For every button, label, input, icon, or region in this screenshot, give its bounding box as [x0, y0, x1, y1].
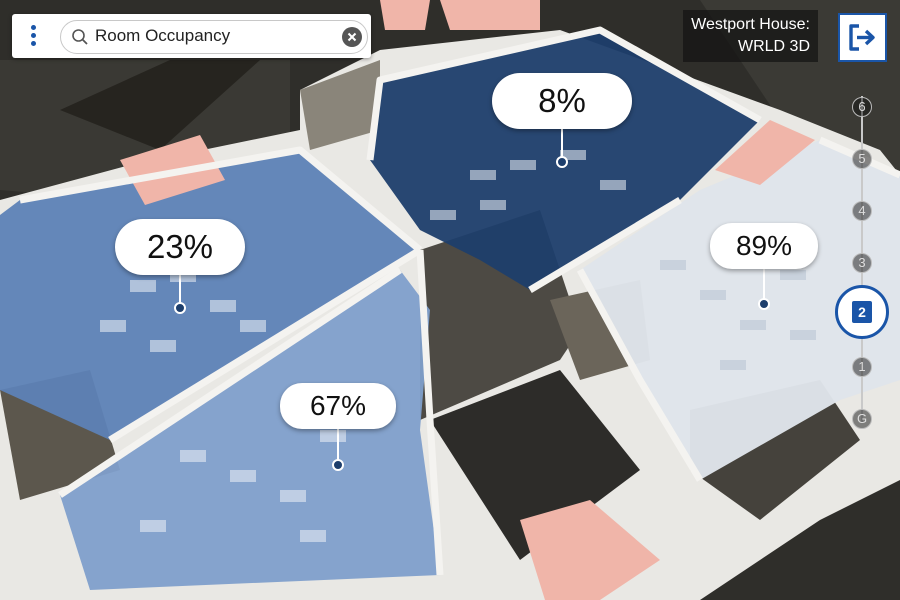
room-pin[interactable] — [758, 298, 770, 310]
exit-interior-icon — [849, 24, 875, 51]
search-input[interactable] — [95, 24, 325, 48]
menu-button[interactable] — [26, 22, 42, 50]
occupancy-value: 67% — [309, 390, 367, 421]
room-left-area[interactable] — [0, 150, 420, 440]
magnifier-icon — [72, 29, 88, 45]
room-furniture — [100, 150, 626, 542]
stairwell — [430, 370, 640, 560]
occupancy-callout-left[interactable]: 23% — [115, 219, 245, 275]
building-walls — [19, 26, 900, 576]
exit-interior-button[interactable] — [838, 13, 887, 62]
callout-stem — [763, 267, 765, 303]
floor-button-3[interactable]: 3 — [852, 253, 872, 273]
room-center-area[interactable] — [60, 270, 440, 590]
highlight-room-d — [380, 0, 430, 30]
floor-button-6[interactable]: 6 — [852, 97, 872, 117]
building-name: Westport House: — [691, 16, 810, 33]
occupancy-value: 89% — [735, 230, 793, 261]
neighbour-roof-dark — [60, 60, 260, 150]
occupancy-callout-center[interactable]: 67% — [280, 383, 396, 429]
floor-button-g[interactable]: G — [852, 409, 872, 429]
occupancy-value: 23% — [146, 228, 214, 265]
occupancy-callout-top[interactable]: 8% — [492, 73, 632, 129]
clear-search-button[interactable] — [342, 27, 362, 47]
highlight-room-b — [715, 120, 815, 185]
highlight-room-c — [520, 500, 660, 600]
room-pin[interactable] — [174, 302, 186, 314]
search-field[interactable] — [60, 20, 368, 54]
room-right-furniture — [660, 260, 816, 370]
room-pin[interactable] — [332, 459, 344, 471]
callout-stem — [561, 120, 563, 160]
selected-floor-label: 2 — [852, 301, 872, 323]
room-pin[interactable] — [556, 156, 568, 168]
room-right-area[interactable] — [580, 140, 900, 480]
clear-icon — [347, 32, 357, 42]
floor-button-5[interactable]: 5 — [852, 149, 872, 169]
highlight-room-e — [440, 0, 540, 30]
callout-stem — [179, 268, 181, 306]
floor-button-4[interactable]: 4 — [852, 201, 872, 221]
building-subtitle: WRLD 3D — [737, 38, 810, 55]
callout-stem — [337, 425, 339, 463]
floor-selector-handle[interactable]: 2 — [835, 285, 889, 339]
building-title: Westport House: WRLD 3D — [683, 10, 818, 62]
search-panel — [12, 14, 371, 58]
floor-button-1[interactable]: 1 — [852, 357, 872, 377]
occupancy-callout-right[interactable]: 89% — [710, 223, 818, 269]
occupancy-value: 8% — [538, 82, 586, 119]
tower-block — [300, 60, 380, 150]
